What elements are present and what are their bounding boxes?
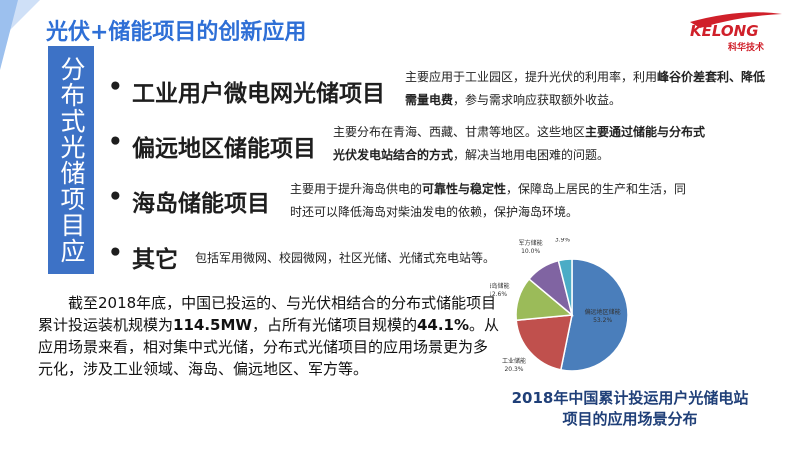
bullet: •	[108, 240, 123, 266]
item-desc: 主要用于提升海岛供电的可靠性与稳定性，保障岛上居民的生产和生活，同时还可以降低海…	[290, 178, 690, 224]
logo-subtext: 科华技术	[728, 43, 765, 53]
item-title: 工业用户微电网光储项目	[132, 81, 385, 107]
pie-slice	[559, 258, 629, 372]
text-segment: 114.5MW	[173, 316, 252, 334]
logo-swoosh	[690, 12, 782, 28]
text-segment: 主要应用于工业园区，提升光伏的利用率，利用	[405, 70, 658, 84]
text-segment: 主要分布在青海、西藏、甘肃等地区。这些地区	[333, 125, 586, 139]
text-segment: ，保障岛上居民的生产和生活，同时还可以降低海岛对柴油发电的依赖，保护海岛环境。	[290, 182, 687, 219]
bullet: •	[108, 184, 123, 210]
bullet: •	[108, 129, 123, 155]
item-title: 其它	[132, 247, 178, 273]
corner-decor	[0, 0, 18, 70]
text-segment: 峰谷价差套利、降低需量电费	[405, 70, 766, 107]
slice-label: 军方储能	[519, 239, 543, 247]
item-desc: 主要分布在青海、西藏、甘肃等地区。这些地区主要通过储能与分布式光伏发电站结合的方…	[333, 121, 713, 167]
slice-value: 10.0%	[521, 248, 540, 255]
item-desc: 包括军用微网、校园微网，社区光储、光储式充电站等。	[195, 247, 615, 270]
pie-slice	[557, 258, 573, 316]
slice-label: 海岛储能	[490, 282, 510, 290]
text-segment: 主要通过储能与分布式光伏发电站结合的方式	[333, 125, 706, 162]
chart-caption: 2018年中国累计投运用户光储电站项目的应用场景分布	[511, 389, 749, 428]
slice-label: 偏远地区储能	[585, 308, 621, 316]
slice-value: 53.2%	[593, 317, 612, 324]
text-segment: 44.1%	[416, 316, 469, 334]
slice-label: 工业储能	[502, 357, 526, 365]
item-title: 偏远地区储能项目	[132, 136, 316, 162]
pie-chart: 偏远地区储能53.2%工业储能20.3%海岛储能12.6%军方储能10.0%其他…	[490, 238, 629, 373]
item-desc: 主要应用于工业园区，提升光伏的利用率，利用峰谷价差套利、降低需量电费，参与需求响…	[405, 66, 775, 112]
text-segment: 主要用于提升海岛供电的	[290, 182, 423, 196]
slice-value: 20.3%	[504, 366, 523, 373]
slice-value: 12.6%	[490, 291, 507, 298]
summary: 截至2018年底，中国已投运的、与光伏相结合的分布式储能项目累计投运装机规模为1…	[38, 292, 500, 380]
pie-slice	[515, 314, 573, 371]
bullet: •	[108, 74, 123, 100]
side-label: 分布式光储项目应用	[11, 46, 94, 274]
logo-text: KELONG	[690, 22, 759, 40]
text-segment: 截至2018年底，中国已投运的、与光伏相结合的分布式储能项目累计投运装机规模为	[38, 294, 497, 334]
slide-title: 光伏+储能项目的创新应用	[46, 20, 307, 45]
text-segment: ，解决当地用电困难的问题。	[453, 148, 610, 162]
text-segment: 包括军用微网、校园微网，社区光储、光储式充电站等。	[195, 251, 496, 265]
item-title: 海岛储能项目	[132, 191, 270, 217]
text-segment: ，占所有光储项目规模的	[251, 316, 417, 334]
text-segment: 可靠性与稳定性	[422, 182, 507, 196]
slice-value: 3.9%	[555, 238, 571, 244]
text-segment: 。从应用场景来看，相对集中式光储，分布式光储项目的应用场景更为多元化，涉及工业领…	[38, 316, 500, 378]
text-segment: ，参与需求响应获取额外收益。	[453, 93, 622, 107]
